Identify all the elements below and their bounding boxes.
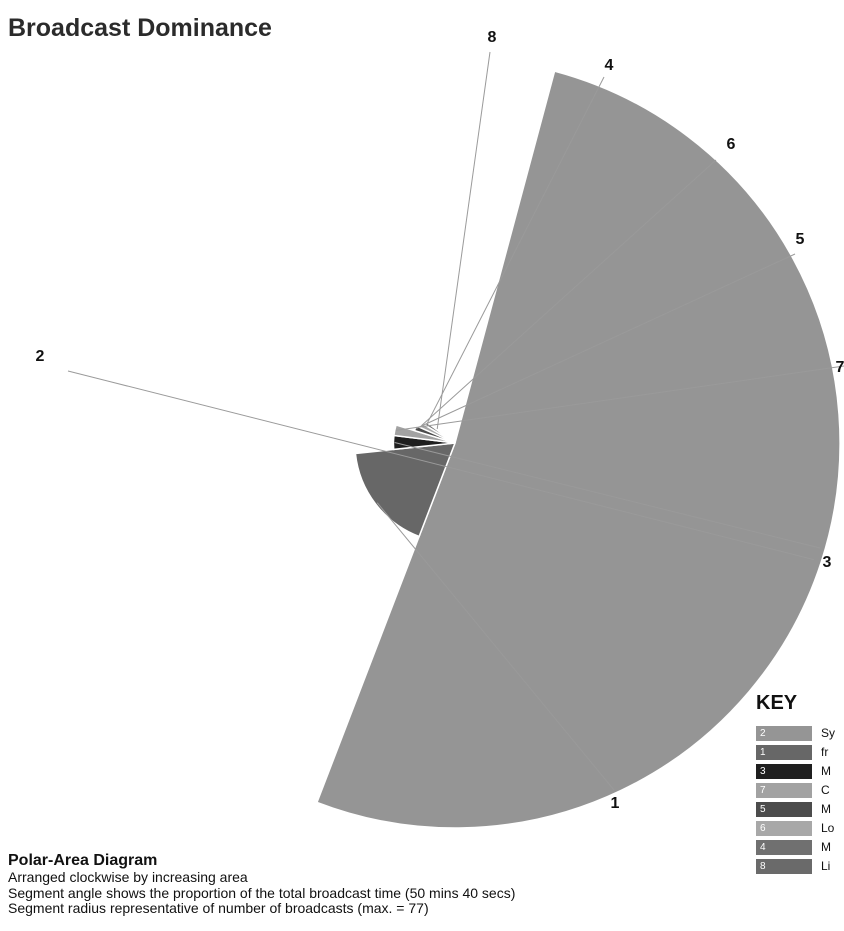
chart-caption: Polar-Area Diagram Arranged clockwise by… (8, 851, 515, 917)
leader-line-7 (395, 365, 844, 431)
leader-line-2 (67, 370, 814, 561)
segment-label-3: 3 (823, 554, 832, 571)
segment-label-6: 6 (727, 136, 736, 153)
key-label-1: fr (821, 745, 829, 759)
segment-label-4: 4 (605, 57, 614, 74)
key-swatch-8: 8 (756, 859, 812, 874)
key-row-1: 1 fr (756, 744, 844, 763)
key-label-5: M (821, 802, 831, 816)
key-swatch-6: 6 (756, 821, 812, 836)
key-title: KEY (756, 692, 798, 714)
chart-title: Broadcast Dominance (8, 14, 272, 42)
key-swatch-7: 7 (756, 783, 812, 798)
chart-key: 2 Sy 1 fr 3 M 7 C 5 M 6 Lo 4 M 8 Li (756, 725, 844, 877)
key-label-2: Sy (821, 726, 836, 740)
leader-line-6 (421, 159, 717, 426)
segment-label-8: 8 (488, 29, 497, 46)
key-row-8: 8 Li (756, 858, 844, 877)
key-swatch-5: 5 (756, 802, 812, 817)
key-swatch-1: 1 (756, 745, 812, 760)
segment-label-1: 1 (611, 795, 620, 812)
caption-line-arrangement: Arranged clockwise by increasing area (8, 869, 248, 885)
key-swatch-2: 2 (756, 726, 812, 741)
key-row-2: 2 Sy (756, 725, 844, 744)
key-row-6: 6 Lo (756, 820, 844, 839)
key-label-8: Li (821, 859, 831, 873)
key-label-3: M (821, 764, 831, 778)
segment-label-2: 2 (36, 348, 45, 365)
segment-1 (354, 442, 457, 538)
caption-line-angle: Segment angle shows the proportion of th… (8, 884, 516, 901)
leader-line-1 (376, 502, 615, 791)
leader-line-4 (426, 76, 605, 425)
caption-line-radius: Segment radius representative of number … (8, 900, 429, 917)
key-label-6: Lo (821, 821, 835, 835)
leader-line-5 (415, 253, 796, 429)
key-swatch-4: 4 (756, 840, 812, 855)
key-swatch-3: 3 (756, 764, 812, 779)
leader-line-8 (436, 51, 491, 430)
segment-label-5: 5 (796, 231, 805, 248)
leader-line-3 (394, 442, 821, 549)
key-label-7: C (821, 783, 830, 797)
segment-label-7: 7 (836, 359, 844, 376)
key-label-4: M (821, 840, 831, 854)
caption-heading: Polar-Area Diagram (8, 852, 158, 869)
segment-2 (316, 70, 841, 829)
